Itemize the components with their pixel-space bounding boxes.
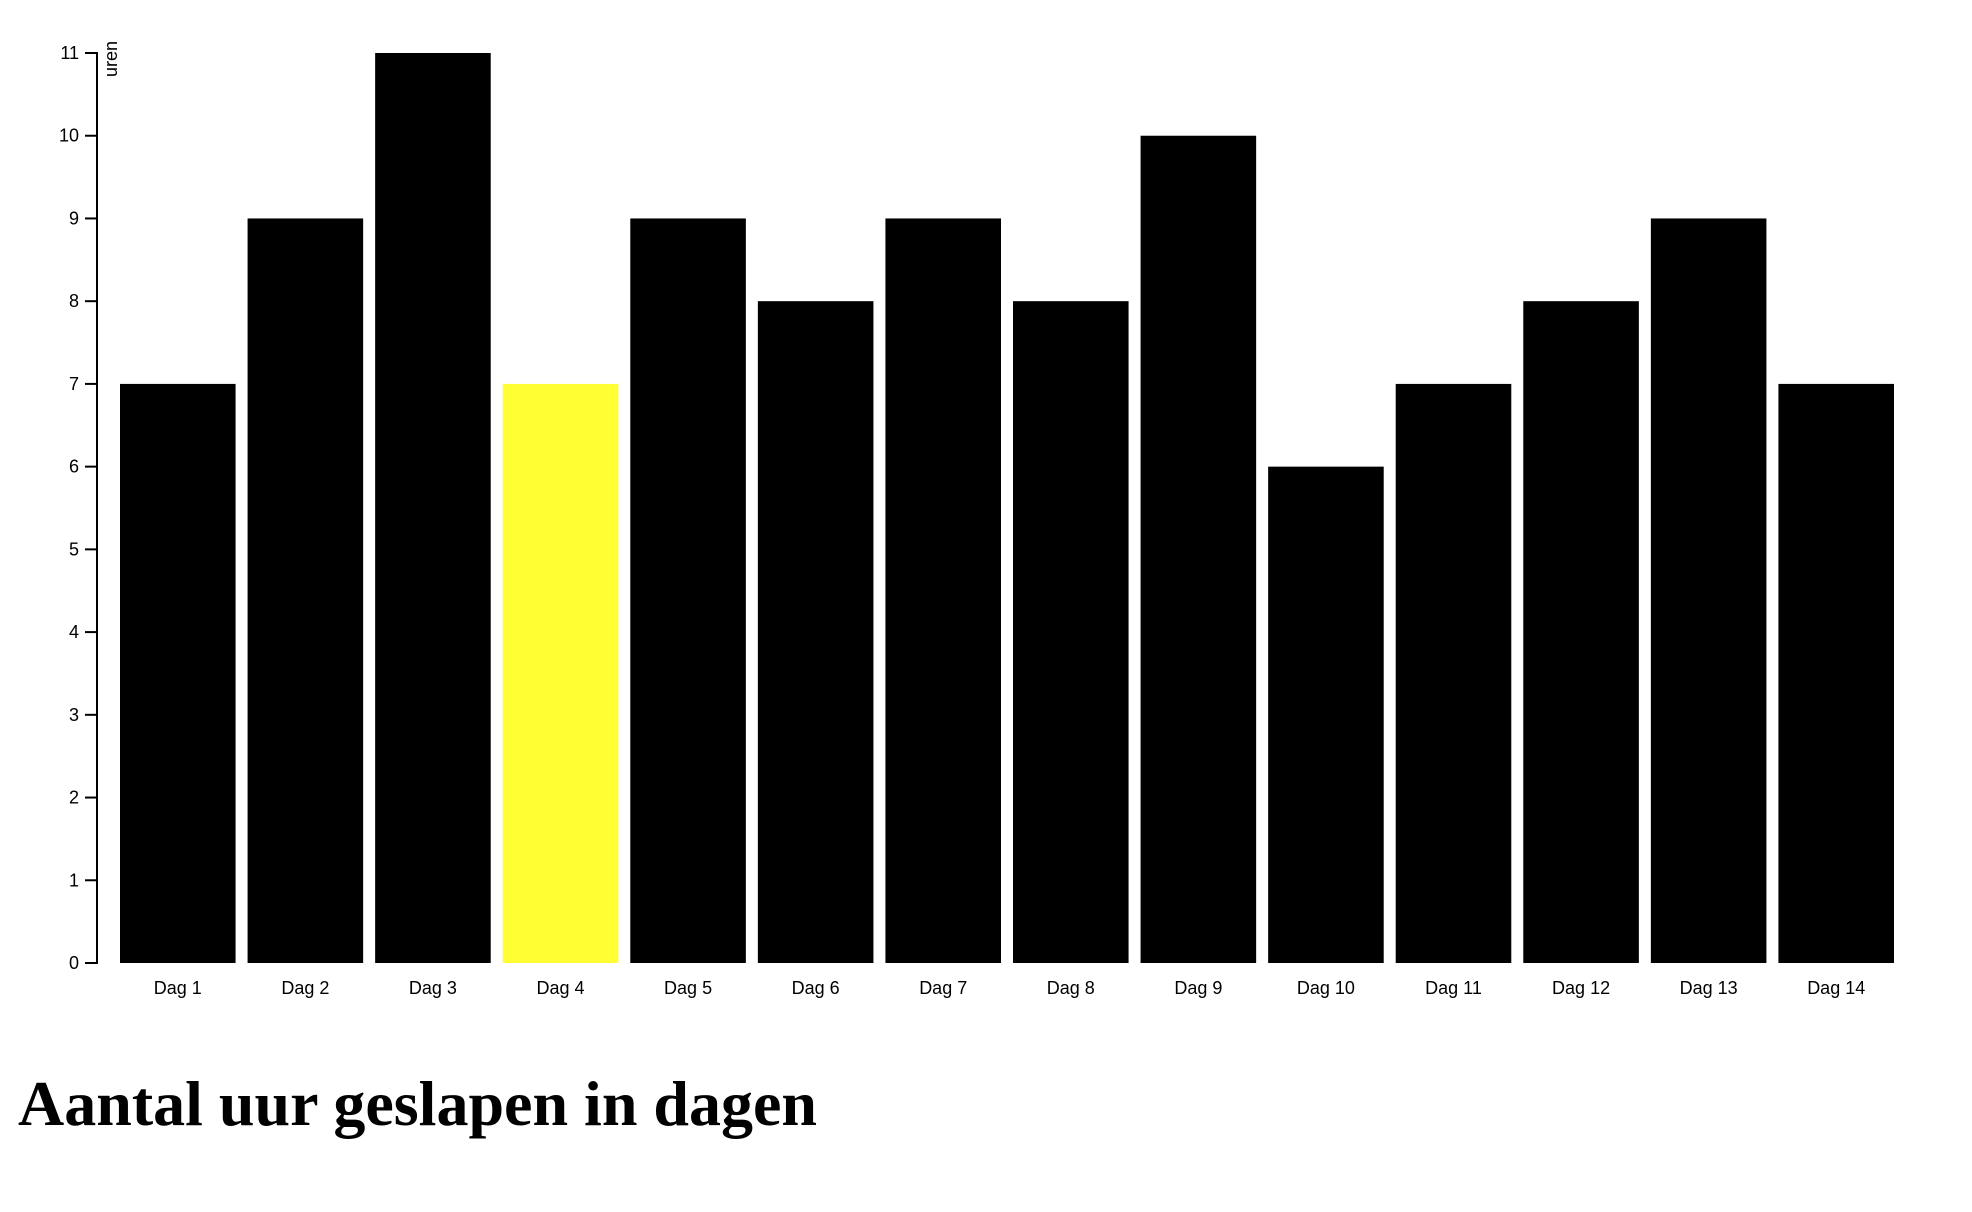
bar-dag-14[interactable]: [1778, 383, 1894, 964]
x-tick-label: Dag 2: [281, 978, 329, 998]
x-tick-label: Dag 3: [409, 978, 457, 998]
x-tick-label: Dag 6: [792, 978, 840, 998]
bar-dag-12[interactable]: [1523, 301, 1639, 963]
x-tick-label: Dag 13: [1680, 978, 1738, 998]
x-tick-label: Dag 14: [1807, 978, 1865, 998]
y-tick-label: 11: [60, 43, 79, 63]
bar-dag-13[interactable]: [1650, 218, 1767, 964]
x-tick-label: Dag 9: [1174, 978, 1222, 998]
y-tick-label: 2: [69, 788, 79, 808]
y-tick-label: 0: [69, 953, 79, 973]
y-tick-label: 3: [69, 705, 79, 725]
bar-dag-4[interactable]: [502, 383, 619, 964]
x-tick-label: Dag 5: [664, 978, 712, 998]
x-axis: Dag 1 Dag 2 Dag 3 Dag 4 Dag 5 Dag 6 Dag 7 Dag 8…: [154, 978, 1865, 998]
bar-dag-7[interactable]: [885, 218, 1001, 964]
bar-chart: 0 1 2 3 4 5 6 7 8 9 10 11 Dag 1 Dag 2 Dag 3 Dag 4 Dag 5…: [59, 41, 1894, 998]
x-tick-label: Dag 1: [154, 978, 202, 998]
bar-dag-2[interactable]: [247, 218, 364, 964]
y-tick-label: 9: [69, 208, 79, 228]
bar-dag-9[interactable]: [1140, 135, 1257, 963]
y-tick-label: 8: [69, 291, 79, 311]
x-tick-label: Dag 12: [1552, 978, 1610, 998]
bar-dag-10[interactable]: [1268, 466, 1384, 963]
y-axis-line: [85, 52, 98, 964]
y-tick-label: 5: [69, 539, 79, 559]
bars-group: [120, 53, 1894, 964]
y-axis-title: uren: [101, 41, 121, 77]
y-tick-label: 4: [69, 622, 79, 642]
x-tick-label: Dag 10: [1297, 978, 1355, 998]
y-tick-label: 6: [69, 457, 79, 477]
x-tick-label: Dag 4: [536, 978, 584, 998]
y-tick-label: 1: [69, 870, 79, 890]
bar-dag-8[interactable]: [1013, 301, 1129, 963]
y-axis: 0 1 2 3 4 5 6 7 8 9 10 11: [59, 43, 98, 973]
bar-dag-6[interactable]: [757, 301, 874, 963]
x-tick-label: Dag 7: [919, 978, 967, 998]
y-tick-label: 10: [59, 126, 79, 146]
bar-dag-5[interactable]: [630, 218, 746, 964]
page-title: Aantal uur geslapen in dagen: [18, 1068, 817, 1139]
bar-dag-11[interactable]: [1395, 383, 1512, 964]
x-tick-label: Dag 11: [1425, 978, 1482, 998]
bar-dag-1[interactable]: [120, 383, 236, 964]
y-tick-label: 7: [69, 374, 79, 394]
x-tick-label: Dag 8: [1047, 978, 1095, 998]
bar-dag-3[interactable]: [375, 53, 491, 963]
